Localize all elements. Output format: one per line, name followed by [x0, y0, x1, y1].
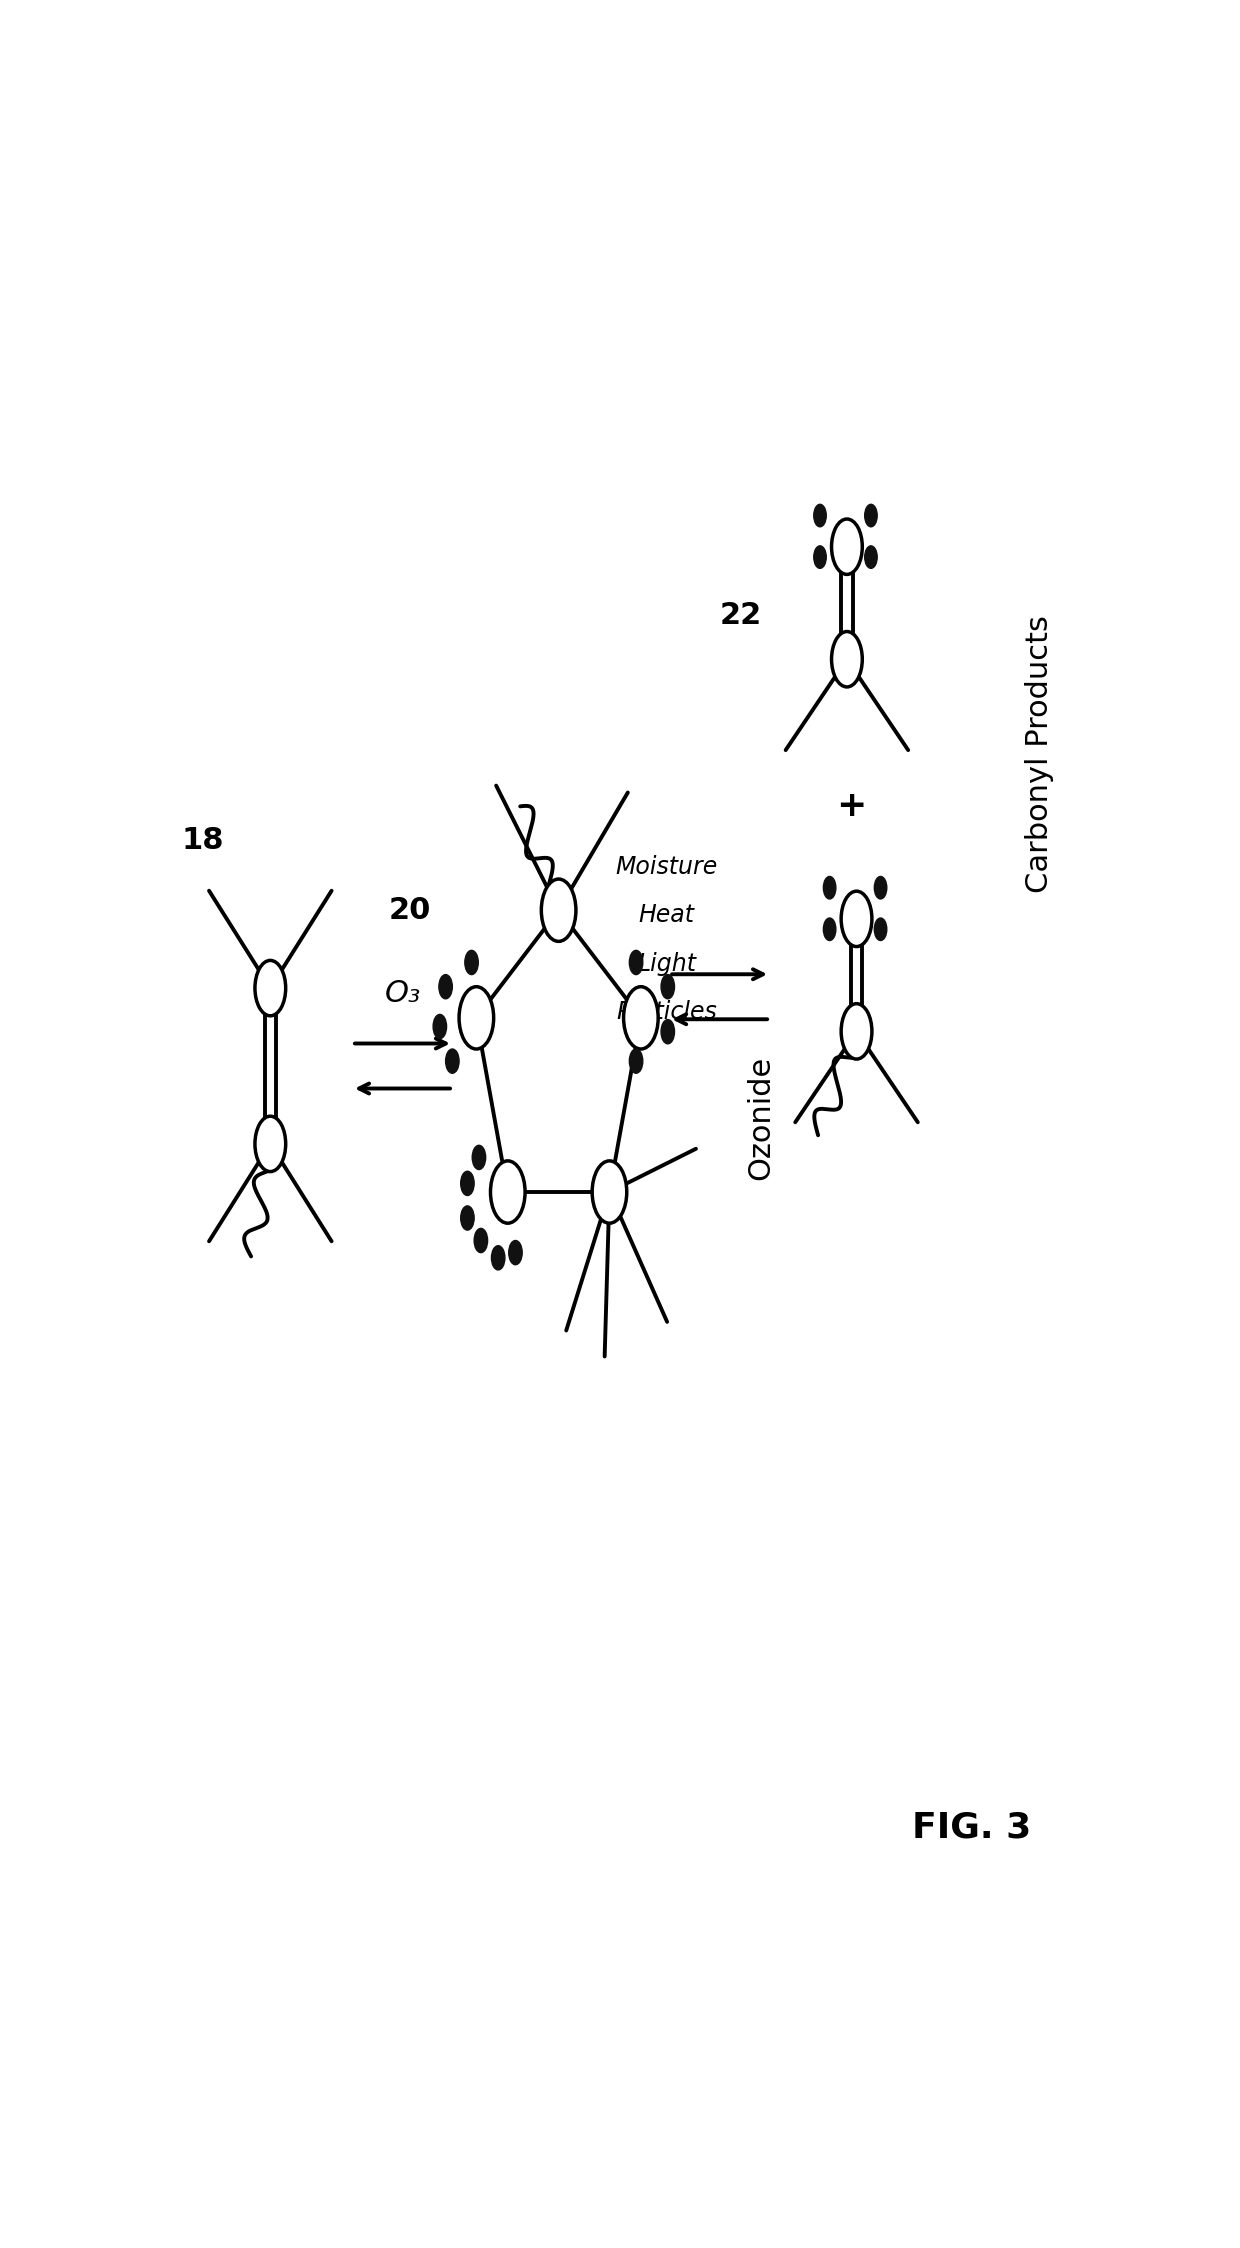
- Text: Moisture: Moisture: [615, 854, 718, 879]
- Text: FIG. 3: FIG. 3: [913, 1810, 1032, 1846]
- Circle shape: [465, 951, 479, 976]
- Circle shape: [474, 1227, 487, 1252]
- Text: +: +: [837, 789, 867, 823]
- Circle shape: [439, 976, 453, 998]
- Circle shape: [813, 546, 826, 569]
- Circle shape: [593, 1160, 626, 1223]
- Text: Heat: Heat: [639, 904, 694, 928]
- Circle shape: [864, 504, 877, 526]
- Circle shape: [445, 1050, 459, 1072]
- Text: 18: 18: [182, 827, 224, 856]
- Circle shape: [874, 917, 887, 940]
- Circle shape: [823, 917, 836, 940]
- Circle shape: [630, 1050, 642, 1072]
- Text: Ozonide: Ozonide: [746, 1057, 775, 1180]
- Text: Particles: Particles: [616, 1000, 717, 1025]
- Circle shape: [630, 951, 642, 976]
- Text: 20: 20: [388, 895, 430, 924]
- Text: 22: 22: [720, 602, 763, 629]
- Circle shape: [255, 1117, 285, 1171]
- Circle shape: [491, 1245, 505, 1270]
- Circle shape: [661, 976, 675, 998]
- Circle shape: [841, 890, 872, 946]
- Circle shape: [508, 1241, 522, 1266]
- Circle shape: [472, 1144, 486, 1169]
- Circle shape: [461, 1171, 474, 1196]
- Circle shape: [832, 519, 862, 575]
- Circle shape: [823, 877, 836, 899]
- Circle shape: [874, 877, 887, 899]
- Circle shape: [661, 1021, 675, 1043]
- Circle shape: [864, 546, 877, 569]
- Text: Light: Light: [637, 951, 696, 976]
- Circle shape: [624, 987, 658, 1050]
- Circle shape: [461, 1205, 474, 1230]
- Circle shape: [813, 504, 826, 526]
- Text: Carbonyl Products: Carbonyl Products: [1024, 616, 1054, 892]
- Circle shape: [433, 1014, 446, 1039]
- Circle shape: [832, 632, 862, 688]
- Circle shape: [841, 1003, 872, 1059]
- Circle shape: [542, 879, 575, 942]
- Text: O₃: O₃: [384, 978, 420, 1007]
- Circle shape: [255, 960, 285, 1016]
- Circle shape: [459, 987, 494, 1050]
- Circle shape: [491, 1160, 525, 1223]
